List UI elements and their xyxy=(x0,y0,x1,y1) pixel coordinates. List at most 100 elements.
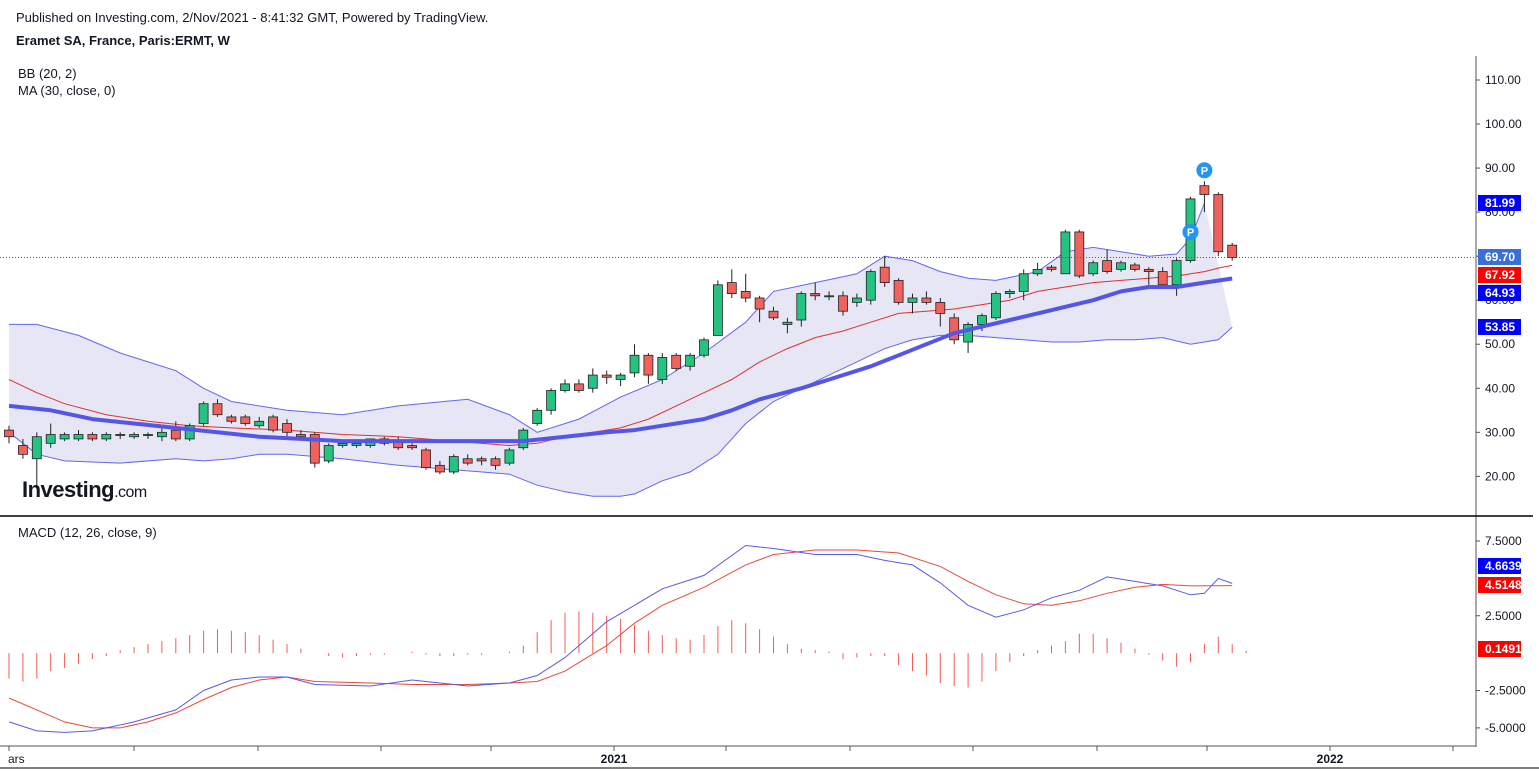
price-badge xyxy=(1478,267,1521,283)
bb-legend[interactable]: BB (20, 2) xyxy=(18,66,77,81)
bb-band-fill xyxy=(9,203,1233,497)
price-badges: 81.99 69.70 67.92 64.93 53.85 4.6639 4.5148 0.1… xyxy=(1478,195,1522,657)
candle-body xyxy=(1157,271,1168,286)
candle-body xyxy=(351,442,362,446)
candle-body xyxy=(546,390,556,411)
candle-body xyxy=(685,354,695,367)
candle-body xyxy=(852,297,862,303)
candle-body xyxy=(282,423,292,433)
candle-body xyxy=(615,374,626,380)
price-badge-label: 64.93 xyxy=(1485,286,1515,300)
logo-brand: Investing xyxy=(22,477,115,502)
y-tick-label: 100.00 xyxy=(1485,117,1522,131)
pivot-marker-label: P xyxy=(1187,227,1194,239)
candle-body xyxy=(574,383,584,391)
candle-body xyxy=(309,434,320,464)
candle-body xyxy=(782,321,793,325)
candle-body xyxy=(1074,231,1085,277)
candle-body xyxy=(1004,290,1015,294)
candle-body xyxy=(129,434,140,438)
candle-body xyxy=(601,374,612,378)
macd-badge-label: 4.6639 xyxy=(1485,559,1522,573)
candle-body xyxy=(921,297,932,303)
candle-body xyxy=(1060,231,1071,275)
bb-lower-line xyxy=(8,326,1233,497)
y-tick-label: 50.00 xyxy=(1485,337,1515,351)
y-tick-label: 110.00 xyxy=(1485,73,1521,87)
candle-body xyxy=(768,310,779,319)
price-badge-label: 81.99 xyxy=(1485,196,1515,210)
pivot-marker-circle xyxy=(1182,223,1199,240)
candle-body xyxy=(879,266,890,283)
macd-y-tick-label: -2.5000 xyxy=(1485,684,1526,698)
candle-body xyxy=(59,434,70,440)
moving-average xyxy=(8,276,1233,444)
price-badge-label: 67.92 xyxy=(1485,268,1515,282)
candle-body xyxy=(865,271,876,301)
candle-body xyxy=(838,295,848,312)
candle-body xyxy=(963,324,973,343)
candle-body xyxy=(45,434,56,444)
candle-body xyxy=(87,434,98,440)
candle-body xyxy=(740,290,751,299)
candle-body xyxy=(726,282,737,294)
price-badge xyxy=(1478,249,1521,265)
candle-body xyxy=(295,434,306,438)
candle-body xyxy=(1018,273,1029,292)
candle-body xyxy=(323,445,334,462)
candle-body xyxy=(198,403,209,424)
macd-badge xyxy=(1478,558,1521,574)
candle-body xyxy=(1143,268,1154,272)
candle-body xyxy=(935,302,946,314)
macd-badge-label: 4.5148 xyxy=(1485,578,1522,592)
candle-body xyxy=(754,297,765,310)
y-tick-label: 30.00 xyxy=(1485,425,1515,439)
candle-body xyxy=(991,293,1001,319)
pivot-marker: P xyxy=(1182,223,1199,240)
candle-body xyxy=(1213,194,1224,253)
candle-body xyxy=(462,458,473,464)
candle-body xyxy=(156,431,167,438)
candle-body xyxy=(796,293,807,321)
pivot-marker: P xyxy=(1196,162,1213,179)
candle-body xyxy=(1130,264,1140,270)
candle-body xyxy=(240,416,251,424)
y-tick-label: 40.00 xyxy=(1485,381,1515,395)
markers: PP xyxy=(1182,162,1213,240)
candle-body xyxy=(629,354,640,374)
candle-body xyxy=(1199,185,1210,195)
candle-body xyxy=(1046,266,1057,270)
candle-body xyxy=(657,357,668,380)
candle-body xyxy=(1032,268,1043,275)
candle-body xyxy=(643,354,654,376)
y-tick-label: 20.00 xyxy=(1485,469,1515,483)
macd-line xyxy=(8,544,1233,733)
candle-body xyxy=(1088,262,1099,275)
candle-body xyxy=(448,456,459,473)
candle-body xyxy=(587,374,598,389)
bb-fill xyxy=(9,203,1233,497)
candle-body xyxy=(434,464,445,473)
logo-suffix: .com xyxy=(114,484,147,501)
candle-body xyxy=(170,429,181,440)
price-badge-label: 53.85 xyxy=(1485,320,1515,334)
candle-body xyxy=(810,293,821,297)
x-tick-label: 2022 xyxy=(1317,752,1344,766)
candle-body xyxy=(977,315,987,325)
candle-body xyxy=(31,436,42,460)
macd-y-tick-label: -5.0000 xyxy=(1485,721,1526,735)
macd-legend[interactable]: MACD (12, 26, close, 9) xyxy=(18,525,157,540)
candle-body xyxy=(1227,244,1238,258)
candle-body xyxy=(560,383,570,391)
macd-badge-label: 0.1491 xyxy=(1485,642,1522,656)
candle-body xyxy=(1171,260,1182,286)
candle-body xyxy=(476,458,487,462)
candle-body xyxy=(212,403,223,416)
candle-body xyxy=(949,317,960,341)
candle-body xyxy=(73,434,84,440)
ma-legend[interactable]: MA (30, close, 0) xyxy=(18,83,116,98)
macd-y-tick-label: 7.5000 xyxy=(1485,534,1522,548)
publish-info: Published on Investing.com, 2/Nov/2021 -… xyxy=(16,10,489,25)
price-badge xyxy=(1478,319,1521,335)
